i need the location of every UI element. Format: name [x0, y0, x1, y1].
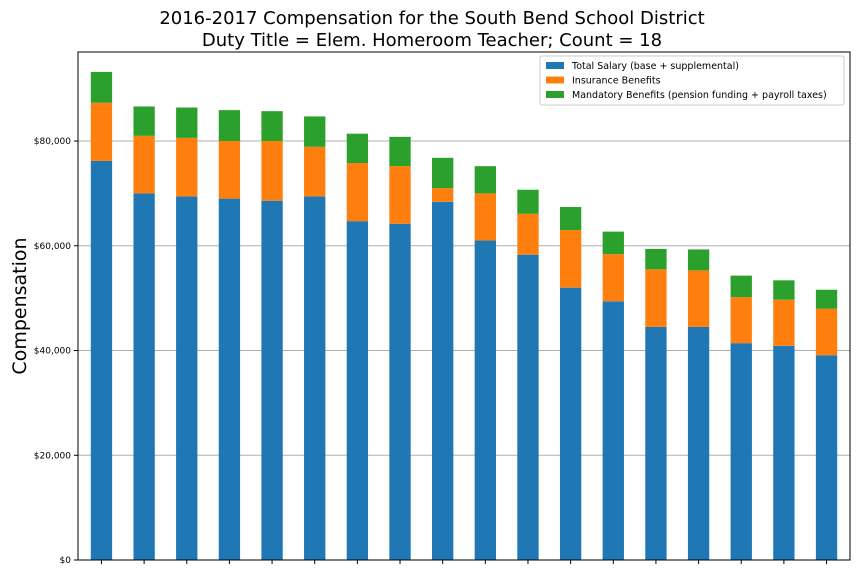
bar-segment-series-2	[176, 137, 198, 197]
plot-area-frame	[77, 51, 851, 561]
bar-segment-series-3	[773, 280, 795, 300]
bar-segment-series-2	[773, 299, 795, 346]
bar-segment-series-3	[133, 106, 155, 136]
bar-segment-series-3	[346, 133, 369, 164]
bar-segment-series-1	[304, 196, 326, 561]
legend-frame	[539, 55, 845, 106]
bar-segment-series-3	[559, 207, 582, 231]
bar-segment-series-1	[389, 223, 411, 560]
bar-segment-series-1	[687, 326, 710, 560]
bar-segment-series-1	[815, 355, 838, 560]
bar-segment-series-1	[730, 343, 752, 560]
bar-segment-series-2	[730, 297, 752, 344]
bar-segment-series-2	[133, 135, 155, 194]
bar-segment-series-1	[773, 345, 795, 560]
bar-segment-series-2	[218, 141, 241, 199]
bar-segment-series-3	[90, 71, 113, 103]
legend-swatch	[546, 76, 564, 84]
bar-segment-series-2	[815, 308, 838, 356]
bar-segment-series-2	[432, 188, 454, 202]
bar-segment-series-1	[133, 193, 155, 560]
bar-segment-series-3	[645, 248, 667, 270]
bar-segment-series-3	[304, 116, 326, 147]
bar-segment-series-1	[474, 240, 496, 561]
chart-subtitle: Duty Title = Elem. Homeroom Teacher; Cou…	[201, 30, 663, 51]
bar-segment-series-3	[474, 166, 496, 194]
bar-segment-series-2	[645, 269, 667, 327]
y-tick-label: $20,000	[34, 451, 71, 461]
bar-segment-series-2	[517, 213, 539, 255]
bar-segment-series-1	[218, 198, 241, 561]
bar-segment-series-2	[389, 166, 411, 224]
y-tick-label: $0	[60, 556, 72, 566]
bar-segment-series-1	[559, 287, 582, 560]
bar-segment-series-2	[90, 102, 113, 161]
bar-segment-series-2	[687, 270, 710, 327]
y-tick-label: $40,000	[34, 347, 71, 357]
bar-segment-series-3	[432, 157, 454, 189]
bar-segment-series-3	[176, 107, 198, 138]
bar-segment-series-3	[602, 231, 624, 255]
legend-swatch	[546, 62, 564, 69]
bar-segment-series-1	[517, 254, 539, 561]
bar-segment-series-3	[730, 275, 752, 298]
legend: Total Salary (base + supplemental) Insura…	[539, 55, 845, 106]
legend-entry: Total Salary (base + supplemental)	[571, 61, 739, 72]
bar-segment-series-2	[602, 254, 624, 302]
y-axis-label: Compensation	[9, 237, 31, 374]
bar-segment-series-2	[474, 193, 496, 241]
bar-segment-series-3	[261, 111, 283, 142]
y-tick-label: $60,000	[34, 242, 71, 252]
legend-swatch	[546, 91, 564, 98]
bar-segment-series-3	[517, 189, 539, 214]
bar-segment-series-1	[346, 221, 369, 561]
bar-segment-series-1	[432, 201, 454, 561]
bar-segment-series-1	[602, 301, 624, 560]
bar-segment-series-3	[687, 249, 710, 271]
bar-segment-series-2	[346, 163, 369, 222]
bar-segment-series-1	[176, 196, 198, 561]
bar-segment-series-3	[389, 136, 411, 167]
bar-segment-series-1	[261, 200, 283, 561]
bar-segment-series-3	[218, 110, 241, 142]
legend-entry: Insurance Benefits	[572, 76, 661, 87]
x-axis	[100, 560, 828, 564]
bars	[90, 71, 838, 561]
chart-title: 2016-2017 Compensation for the South Ben…	[159, 8, 705, 29]
y-axis: $0 $20,000 $40,000 $60,000 $80,000	[34, 137, 78, 566]
bar-segment-series-2	[261, 141, 283, 201]
bar-segment-series-2	[304, 146, 326, 197]
grid-lines	[78, 140, 850, 456]
y-tick-label: $80,000	[34, 137, 71, 147]
bar-segment-series-1	[90, 160, 113, 561]
bar-segment-series-3	[815, 289, 838, 309]
bar-segment-series-1	[645, 326, 667, 560]
bar-segment-series-2	[559, 230, 582, 288]
legend-entry: Mandatory Benefits (pension funding + pa…	[572, 90, 827, 101]
